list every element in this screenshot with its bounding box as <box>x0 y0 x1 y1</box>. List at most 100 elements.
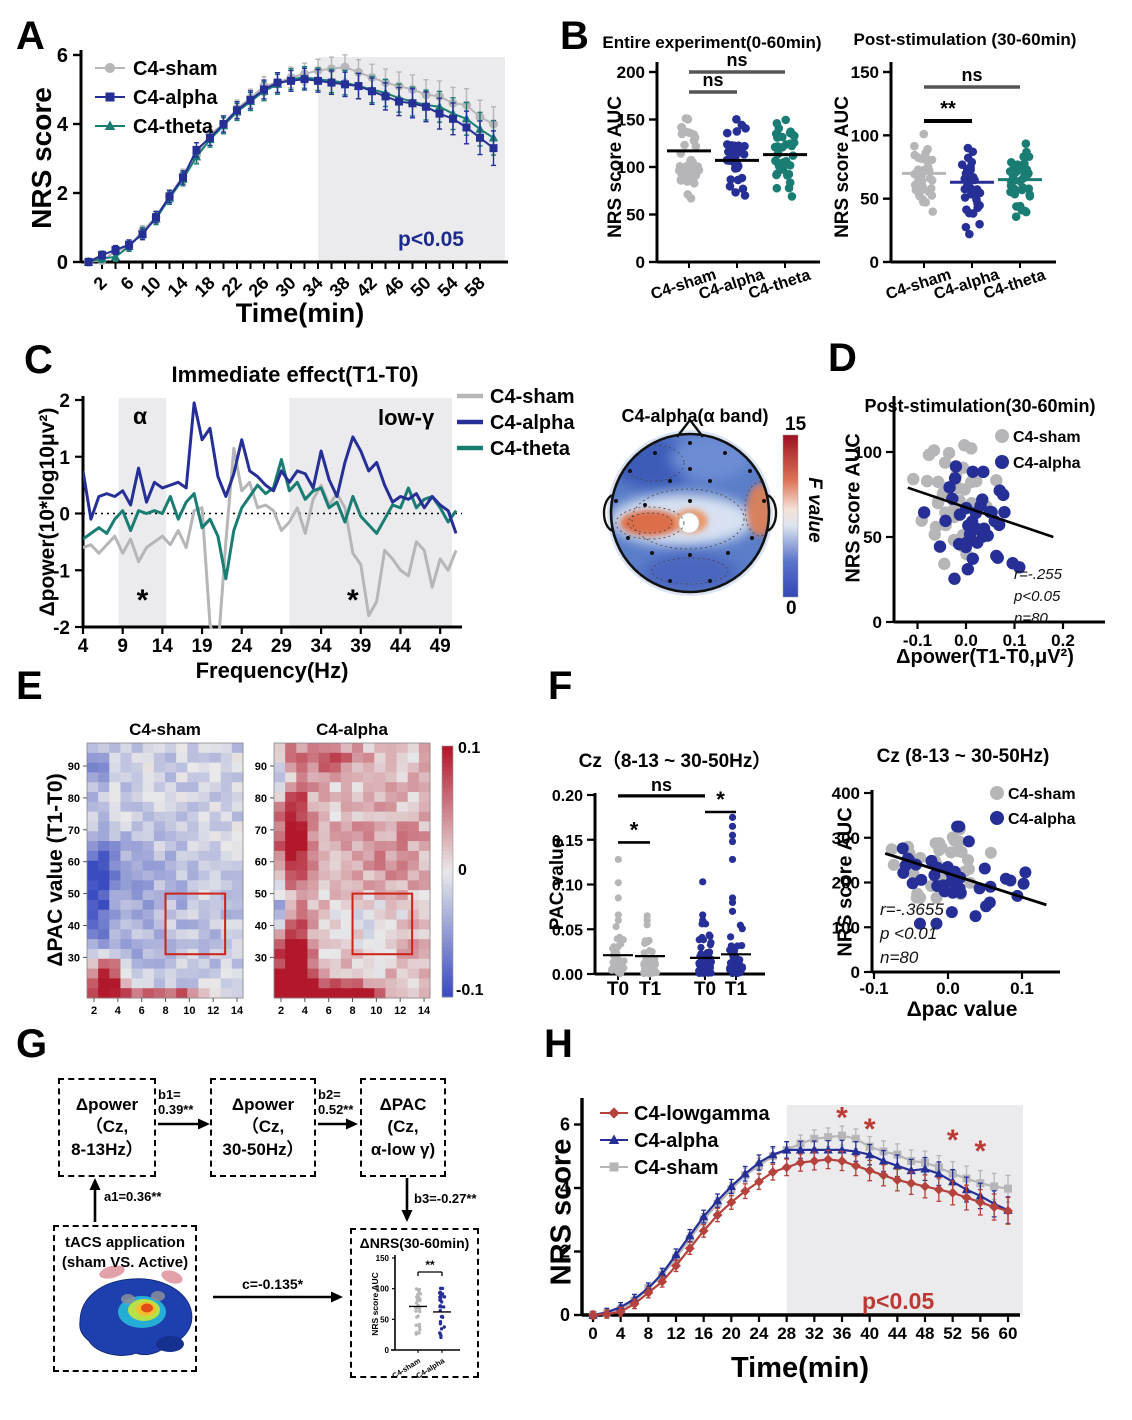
svg-text:90: 90 <box>255 761 267 773</box>
svg-text:44: 44 <box>390 636 412 657</box>
svg-text:19: 19 <box>191 636 212 657</box>
panel-h-xlabel: Time(min) <box>730 1352 870 1384</box>
svg-text:10: 10 <box>183 1005 195 1017</box>
svg-text:40: 40 <box>860 1324 879 1343</box>
svg-text:50: 50 <box>863 528 882 547</box>
svg-text:NRS score AUC: NRS score AUC <box>370 1272 380 1335</box>
svg-text:16: 16 <box>694 1324 713 1343</box>
panel-c-legend: C4-sham C4-alpha C4-theta <box>457 386 575 460</box>
svg-text:0.1: 0.1 <box>1003 631 1027 650</box>
svg-text:2: 2 <box>278 1005 284 1017</box>
svg-text:-1: -1 <box>53 561 70 582</box>
svg-text:6: 6 <box>57 45 68 67</box>
panel-f-right: 0 100 200 300 400 -0.1 0.0 0.1 C4-sham C4-alpha <box>832 784 1076 998</box>
svg-text:12: 12 <box>207 1005 219 1017</box>
panel-b-left-title: Entire experiment(0-60min) <box>602 33 822 52</box>
svg-text:C4-alpha: C4-alpha <box>490 412 575 434</box>
svg-text:150: 150 <box>376 1254 390 1263</box>
panel-letter-d: D <box>828 336 857 380</box>
svg-text:10: 10 <box>370 1005 382 1017</box>
svg-text:*: * <box>137 584 149 617</box>
panel-a-xlabel: Time(min) <box>235 298 365 328</box>
svg-text:4: 4 <box>560 1178 570 1198</box>
svg-text:60: 60 <box>255 857 267 869</box>
panel-letter-f: F <box>548 664 573 708</box>
svg-text:10: 10 <box>137 273 165 301</box>
panel-e-sham-title: C4-sham <box>129 720 201 739</box>
svg-text:150: 150 <box>851 63 879 82</box>
panel-a-note: p<0.05 <box>398 228 464 251</box>
svg-text:50: 50 <box>380 1315 389 1324</box>
svg-text:*: * <box>347 584 359 617</box>
svg-text:14: 14 <box>418 1005 431 1017</box>
svg-text:90: 90 <box>68 761 80 773</box>
panel-d-xlabel: Δpower(T1-T0,μV²) <box>896 646 1074 668</box>
svg-text:-0.1: -0.1 <box>859 979 888 998</box>
svg-text:12: 12 <box>394 1005 406 1017</box>
g-box2-line1: Δpower <box>231 1095 295 1115</box>
svg-text:1: 1 <box>59 448 70 469</box>
svg-text:C4-lowgamma: C4-lowgamma <box>634 1103 770 1125</box>
g-box2-line3: 30-50Hz） <box>222 1139 304 1159</box>
g-box1-line2: （Cz, <box>85 1117 129 1137</box>
svg-text:ns: ns <box>702 70 723 90</box>
panel-c-title: Immediate effect(T1-T0) <box>171 362 419 387</box>
svg-text:8: 8 <box>349 1005 355 1017</box>
svg-text:2: 2 <box>57 183 68 205</box>
g-box-dpower-gamma: Δpower （Cz, 30-50Hz） <box>210 1078 316 1177</box>
svg-text:46: 46 <box>380 273 408 301</box>
svg-text:8: 8 <box>162 1005 168 1017</box>
svg-text:44: 44 <box>888 1324 907 1343</box>
svg-text:6: 6 <box>326 1005 332 1017</box>
panel-letter-b: B <box>560 14 589 58</box>
panel-e-colorbar-min: -0.1 <box>456 982 484 999</box>
panel-d-ylabel: NRS score AUC <box>842 433 865 583</box>
panel-d-title: Post-stimulation(30-60min) <box>864 396 1096 416</box>
svg-text:400: 400 <box>832 784 860 803</box>
svg-text:2: 2 <box>90 273 111 294</box>
svg-text:200: 200 <box>617 63 645 82</box>
panel-e-heatmaps: 30 40 50 60 70 80 90 2 4 6 8 10 12 14 30 40 50 60 70 80 90 2 4… <box>68 742 454 1017</box>
svg-text:4: 4 <box>115 1005 122 1017</box>
g-tacs-line2: (sham VS. Active) <box>61 1253 189 1271</box>
svg-text:14: 14 <box>152 636 174 657</box>
svg-text:C4-sham: C4-sham <box>634 1157 718 1179</box>
panel-f-stat-n: n=80 <box>880 948 919 967</box>
svg-text:50: 50 <box>68 889 80 901</box>
panel-c-ylabel: Δpower(10*log10μv²) <box>36 407 59 617</box>
svg-text:9: 9 <box>117 636 128 657</box>
svg-text:60: 60 <box>68 857 80 869</box>
topo-colorbar-max: 15 <box>785 414 807 435</box>
svg-text:0.2: 0.2 <box>1051 631 1075 650</box>
g-tacs-line1: tACS application <box>64 1234 185 1251</box>
svg-text:2: 2 <box>560 1242 570 1262</box>
svg-text:28: 28 <box>777 1324 796 1343</box>
svg-text:40: 40 <box>68 921 80 933</box>
panel-f-left-title: Cz（8-13 ~ 30-50Hz） <box>578 751 772 772</box>
g-box-tacs: tACS application (sham VS. Active) <box>53 1225 197 1372</box>
svg-text:0: 0 <box>588 1324 597 1343</box>
panel-f-stat-r: r=-.3655 <box>880 900 944 919</box>
svg-text:0: 0 <box>873 613 882 632</box>
svg-text:70: 70 <box>68 825 80 837</box>
g-box1-line1: Δpower <box>75 1095 139 1115</box>
svg-text:ns: ns <box>961 65 982 85</box>
svg-text:C4-sham: C4-sham <box>490 386 574 408</box>
svg-text:48: 48 <box>916 1324 935 1343</box>
svg-text:6: 6 <box>139 1005 145 1017</box>
svg-text:C4-sham: C4-sham <box>133 58 217 80</box>
svg-text:150: 150 <box>617 111 645 130</box>
panel-f-right-title: Cz (8-13 ~ 30-50Hz) <box>876 746 1050 767</box>
panel-a-ylabel: NRS score <box>26 87 57 229</box>
svg-text:300: 300 <box>832 829 860 848</box>
g-b2-l1: b2= <box>318 1087 341 1102</box>
panel-e-colorbar-max: 0.1 <box>458 740 481 757</box>
svg-text:50: 50 <box>255 889 267 901</box>
svg-text:100: 100 <box>376 1285 390 1294</box>
svg-text:0.1: 0.1 <box>1010 979 1034 998</box>
